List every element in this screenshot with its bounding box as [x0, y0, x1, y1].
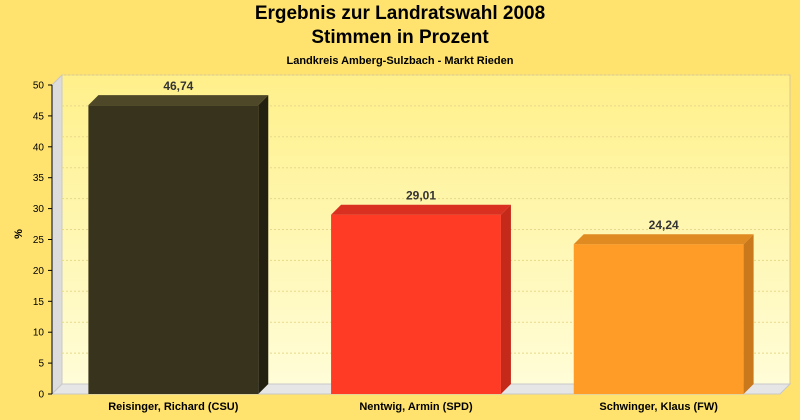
bar-side [743, 234, 754, 394]
y-tick-label: 35 [33, 173, 45, 184]
y-tick-label: 30 [33, 204, 45, 215]
data-label: 29,01 [406, 189, 436, 203]
plot-side-wall [51, 73, 63, 396]
bar-top [573, 234, 754, 245]
y-axis-label: % [13, 229, 25, 239]
bar-group [88, 95, 269, 395]
x-tick-label: Schwinger, Klaus (FW) [599, 401, 718, 413]
y-tick-label: 0 [38, 390, 44, 401]
bar-group [331, 204, 511, 394]
bar-side [258, 95, 269, 395]
bar [88, 105, 259, 395]
y-tick-label: 15 [33, 297, 45, 308]
y-tick-label: 5 [38, 359, 44, 370]
y-tick-label: 50 [33, 81, 45, 92]
chart-title-line2: Stimmen in Prozent [311, 27, 489, 48]
bar [331, 214, 501, 394]
bar-top [88, 95, 269, 106]
y-tick-label: 20 [33, 266, 45, 277]
x-tick-label: Reisinger, Richard (CSU) [108, 401, 239, 413]
bar-top [331, 204, 511, 215]
data-label: 24,24 [649, 218, 679, 232]
y-tick-label: 25 [33, 235, 45, 246]
x-tick-label: Nentwig, Armin (SPD) [359, 401, 473, 413]
data-label: 46,74 [163, 79, 193, 93]
chart-subtitle: Landkreis Amberg-Sulzbach - Markt Rieden [286, 55, 514, 67]
bar-group [573, 234, 754, 394]
bar-side [500, 204, 511, 394]
y-tick-label: 45 [33, 111, 45, 122]
chart-title: Ergebnis zur Landratswahl 2008 [254, 3, 546, 24]
bar [573, 244, 744, 394]
y-tick-label: 40 [33, 142, 45, 153]
y-tick-label: 10 [33, 328, 45, 339]
